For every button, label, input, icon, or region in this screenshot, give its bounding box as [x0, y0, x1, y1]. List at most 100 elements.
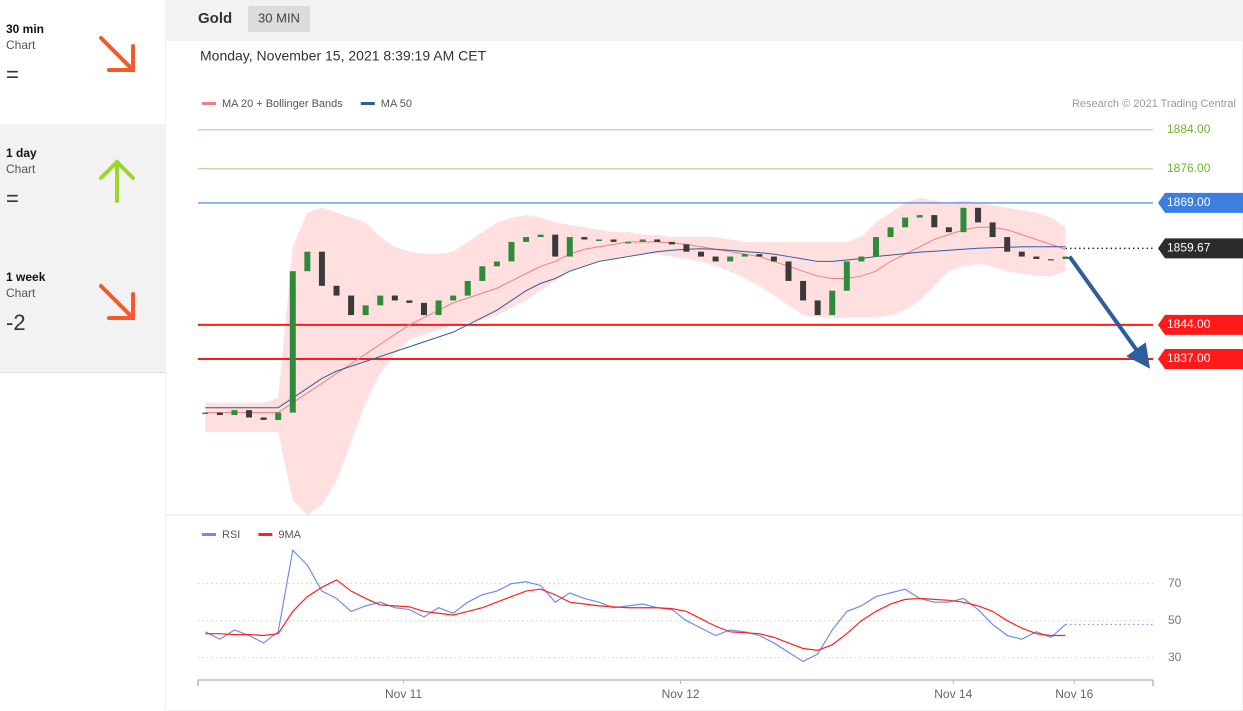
trend-card[interactable]: 30 min Chart = [0, 0, 165, 125]
legend-swatch [258, 533, 273, 536]
legend-swatch [360, 102, 375, 105]
candle-body [420, 302, 427, 316]
candle-body [552, 234, 559, 257]
x-tick-label: Nov 16 [1055, 687, 1093, 701]
forecast-arrow [1067, 255, 1150, 369]
level-label: 1837.00 [1167, 351, 1211, 365]
candle-body [727, 256, 734, 262]
candle-body [435, 300, 442, 316]
candle-body [843, 261, 850, 291]
candle-body [756, 254, 763, 257]
x-tick-label: Nov 12 [662, 687, 700, 701]
candle-body [537, 234, 544, 238]
bollinger-band [205, 198, 1066, 515]
interval[interactable]: 30 MIN [258, 10, 300, 25]
level-label: 1869.00 [1167, 195, 1211, 209]
candle-body [479, 266, 486, 281]
level-box [1158, 192, 1243, 213]
candle-body [829, 290, 836, 316]
candle-body [975, 207, 982, 223]
candle-body [304, 251, 311, 272]
candle-body [377, 295, 384, 306]
candle-body [406, 300, 413, 303]
trend-arrow [99, 159, 135, 203]
candle-body [581, 237, 588, 240]
candle-body [362, 305, 369, 316]
candle-body [1004, 237, 1011, 252]
candle-body [450, 295, 457, 301]
candle-body [318, 251, 325, 286]
panel [165, 0, 1243, 711]
candle-body [945, 227, 952, 233]
header-title: Gold [198, 10, 232, 27]
credit: Research © 2021 Trading Central [1072, 98, 1236, 110]
trend-period: 30 min [6, 22, 45, 36]
arrow-shape [99, 284, 135, 320]
candle-body [216, 412, 223, 416]
candle-body [1062, 256, 1069, 259]
x-tick-label: Nov 14 [934, 687, 972, 701]
candle-body [741, 254, 748, 257]
candle-body [654, 239, 661, 242]
arrow-shape [99, 36, 135, 72]
ma20-line [205, 226, 1066, 414]
y-tick-label: 70 [1168, 576, 1182, 590]
trend-card[interactable]: 1 week Chart -2 [0, 248, 165, 373]
trend-card[interactable]: 1 day Chart = [0, 124, 165, 249]
candle-body [814, 300, 821, 316]
candle-body [872, 237, 879, 257]
level-label: 1859.67 [1167, 241, 1211, 255]
candle-body [989, 222, 996, 238]
candle-body [595, 239, 602, 241]
candle-body [523, 237, 530, 242]
candle-body [858, 256, 865, 262]
candle-body [202, 412, 209, 415]
candle-body [493, 261, 500, 267]
level-box [1158, 314, 1243, 335]
trend-value: = [6, 62, 19, 87]
candle-body [275, 412, 282, 420]
trend-arrow [99, 36, 135, 72]
candle-body [698, 251, 705, 257]
y-tick-label: 50 [1168, 613, 1182, 627]
trend-value: = [6, 186, 19, 211]
trend-kind: Chart [6, 162, 36, 176]
candle-body [508, 241, 515, 262]
candle-body [902, 217, 909, 228]
candle-body [246, 410, 253, 418]
candle-body [887, 227, 894, 238]
rsi-line [205, 579, 1066, 651]
candle-body [683, 244, 690, 252]
candle-body [668, 241, 675, 245]
ma50-line [205, 246, 1066, 409]
trend-kind: Chart [6, 38, 36, 52]
candle-body [1018, 251, 1025, 257]
chart-area: Gold 30 MIN Monday, November 15, 2021 8:… [165, 0, 1243, 711]
candle-body [960, 207, 967, 233]
candle-body [785, 261, 792, 281]
legend-label: MA 20 + Bollinger Bands [222, 98, 343, 110]
candle-body [391, 295, 398, 301]
header-bar [165, 0, 1243, 41]
candle-body [712, 256, 719, 262]
candle-body [625, 241, 632, 244]
level-box [1158, 238, 1243, 259]
candle-body [231, 410, 238, 416]
level-box [1158, 348, 1243, 369]
candle-body [610, 239, 617, 242]
candle-body [260, 417, 267, 420]
y-tick-label: 30 [1168, 650, 1182, 664]
candle-body [916, 215, 923, 218]
level-label: 1884.00 [1167, 122, 1211, 136]
candle-body [1047, 258, 1054, 261]
legend-swatch [202, 533, 216, 536]
trend-period: 1 week [6, 270, 46, 284]
timestamp: Monday, November 15, 2021 8:39:19 AM CET [200, 48, 487, 64]
interval-pill[interactable] [248, 6, 310, 32]
level-label: 1876.00 [1167, 161, 1211, 175]
candle-body [348, 295, 355, 316]
legend-label: MA 50 [381, 98, 412, 110]
candle-body [800, 280, 807, 301]
trend-arrow [99, 284, 135, 320]
